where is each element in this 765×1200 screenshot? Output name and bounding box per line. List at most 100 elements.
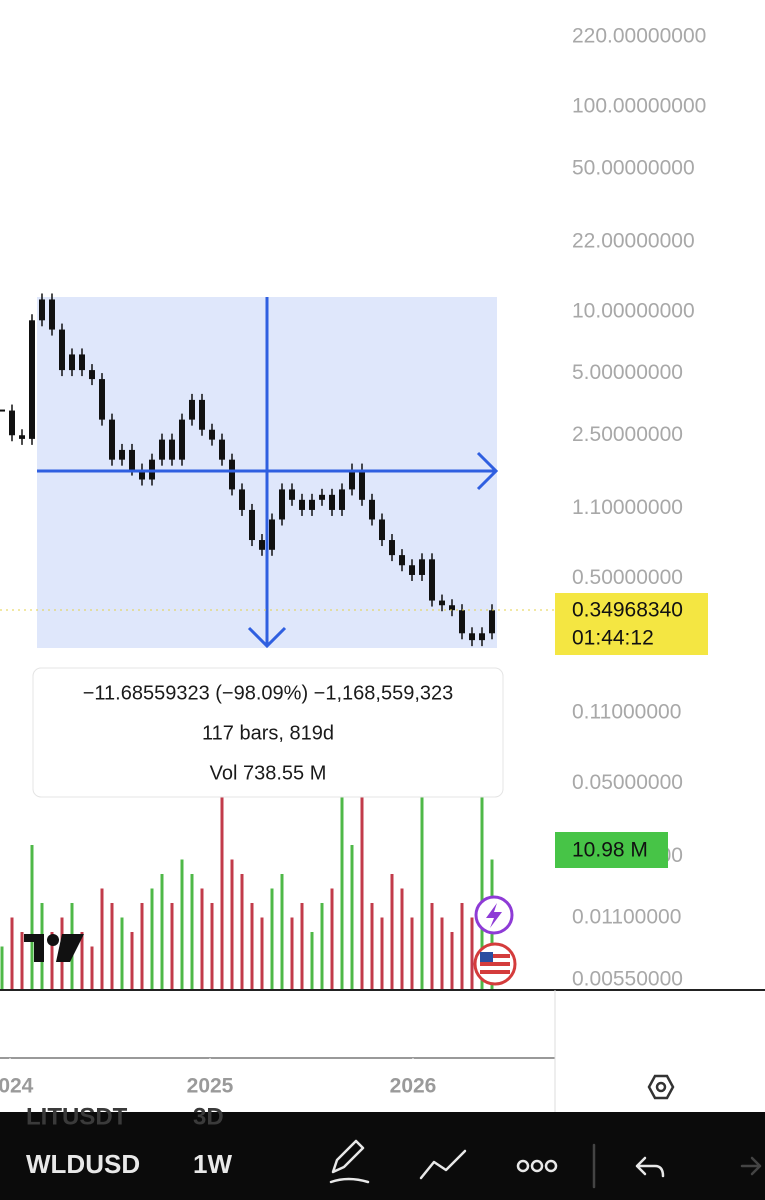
- candle: [329, 494, 335, 510]
- candle: [9, 410, 15, 436]
- volume-bar: [0, 946, 4, 990]
- candle: [269, 519, 275, 550]
- more-dot[interactable]: [544, 1159, 558, 1173]
- y-tick-label: 22.00000000: [572, 229, 695, 252]
- volume-bar: [240, 874, 244, 990]
- logo-part: [34, 934, 44, 962]
- volume-bar: [110, 903, 114, 990]
- y-tick-label: 2.50000000: [572, 423, 683, 446]
- volume-bar: [130, 932, 134, 990]
- candle: [159, 439, 165, 460]
- candle: [339, 489, 345, 510]
- candle: [279, 489, 285, 520]
- volume-bar: [160, 874, 164, 990]
- settings-button[interactable]: [647, 1074, 675, 1100]
- volume-bar: [460, 903, 464, 990]
- candle: [489, 610, 495, 634]
- trend-tool[interactable]: [419, 1149, 467, 1180]
- volume-bar: [10, 917, 14, 990]
- candle: [219, 439, 225, 460]
- countdown-text: 01:44:12: [572, 627, 654, 650]
- volume-tag: [555, 832, 668, 868]
- candle: [249, 509, 255, 541]
- interval[interactable]: 1W: [193, 1149, 232, 1179]
- candle: [229, 459, 235, 490]
- prev-interval[interactable]: 3D: [193, 1103, 224, 1130]
- undo-button[interactable]: [635, 1156, 665, 1178]
- candle: [359, 469, 365, 500]
- candle: [369, 499, 375, 520]
- tv-logo: [24, 934, 84, 962]
- volume-bar: [90, 946, 94, 990]
- bars-text: 117 bars, 819d: [202, 722, 334, 744]
- candle: [199, 399, 205, 430]
- candle: [29, 320, 35, 439]
- candle: [139, 469, 145, 480]
- volume-bar: [410, 917, 414, 990]
- volume-bar: [420, 787, 424, 990]
- candle: [449, 605, 455, 611]
- candle: [379, 519, 385, 541]
- candle: [209, 429, 215, 440]
- flag-stripe: [480, 962, 510, 966]
- volume-bar: [220, 705, 224, 990]
- y-tick-label: 220.00000000: [572, 24, 706, 47]
- y-tick-label: 5.00000000: [572, 361, 683, 384]
- y-tick-label: 100.00000000: [572, 95, 706, 118]
- candle: [399, 555, 405, 566]
- volume-bar: [340, 700, 344, 990]
- volume-bar: [260, 917, 264, 990]
- volume-bar: [330, 888, 334, 990]
- volume-bar: [480, 787, 484, 990]
- logo-part: [56, 934, 84, 962]
- volume-bar: [180, 859, 184, 990]
- candle: [479, 633, 485, 641]
- lightning-button[interactable]: [474, 895, 514, 935]
- volume-bar: [400, 888, 404, 990]
- volume-bar: [390, 874, 394, 990]
- candle: [129, 449, 135, 470]
- more-dot[interactable]: [530, 1159, 544, 1173]
- flag-button[interactable]: [473, 942, 517, 986]
- volume-bar: [350, 845, 354, 990]
- volume-bar: [190, 874, 194, 990]
- redo-button[interactable]: [740, 1156, 762, 1176]
- symbol[interactable]: WLDUSD: [26, 1149, 140, 1179]
- y-tick-label: 0.05000000: [572, 771, 683, 794]
- lightning-icon: [486, 903, 502, 928]
- volume-bar: [450, 932, 454, 990]
- volume-bar: [150, 888, 154, 990]
- y-tick-label: 0.50000000: [572, 566, 683, 589]
- candles: [0, 293, 495, 647]
- volume-bar: [80, 932, 84, 990]
- candle: [429, 559, 435, 601]
- volume-bar: [320, 903, 324, 990]
- more-dot[interactable]: [516, 1159, 530, 1173]
- prev-symbol[interactable]: LITUSDT: [26, 1103, 128, 1130]
- arrow-head: [247, 626, 287, 649]
- y-tick-label: 0.00550000: [572, 967, 683, 990]
- info-box: [32, 667, 504, 798]
- volume-bar: [230, 859, 234, 990]
- candle: [409, 565, 415, 575]
- candle: [439, 600, 445, 606]
- candle: [469, 633, 475, 641]
- volume-bar: [250, 903, 254, 990]
- y-tick-label: 50.00000000: [572, 156, 695, 179]
- pen-tool[interactable]: [329, 1139, 370, 1184]
- volume-text: Vol 738.55 M: [210, 762, 327, 784]
- volume-bar: [30, 845, 34, 990]
- y-tick-label: 10.00000000: [572, 299, 695, 322]
- axis-tags: 0.34968340 01:44:12 10.98 M: [0, 593, 708, 868]
- candle: [179, 419, 185, 460]
- x-tick-label: 2024: [0, 1075, 34, 1098]
- measure-info: −11.68559323 (−98.09%) −1,168,559,323 11…: [32, 667, 504, 798]
- y-tick-label: 0.01100000: [572, 906, 681, 929]
- bottom-toolbar: LITUSDT 3D WLDUSD 1W: [0, 1103, 765, 1200]
- flag-stripe: [480, 954, 510, 958]
- candle: [0, 409, 5, 412]
- hex-icon[interactable]: [647, 1074, 675, 1100]
- candle: [259, 540, 265, 550]
- candle: [69, 354, 75, 371]
